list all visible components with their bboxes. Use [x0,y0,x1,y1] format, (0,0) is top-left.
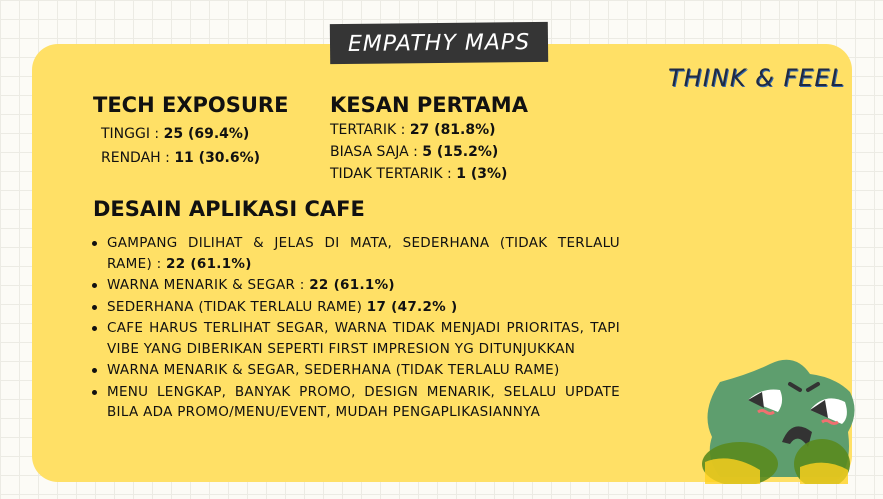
item-value: 22 (61.1%) [309,277,395,293]
grumpy-mascot-icon [702,359,855,484]
item-text: WARNA MENARIK & SEGAR : [107,277,310,293]
row-label: TINGGI : [101,126,164,142]
row-value: 25 (69.4%) [163,126,250,142]
list-item: SEDERHANA (TIDAK TERLALU RAME) 17 (47.2%… [90,297,620,318]
item-value: 22 (61.1%) [166,255,252,272]
section-label: THINK & FEEL [668,64,845,92]
item-text: WARNA MENARIK & SEGAR, SEDERHANA (TIDAK … [107,362,560,378]
row-label: RENDAH : [101,150,175,166]
item-text: MENU LENGKAP, BANYAK PROMO, DESIGN MENAR… [107,383,620,421]
desain-list: GAMPANG DILIHAT & JELAS DI MATA, SEDERHA… [90,233,620,424]
item-text: CAFE HARUS TERLIHAT SEGAR, WARNA TIDAK M… [107,320,620,357]
tech-row: RENDAH : 11 (30.6%) [101,150,260,166]
row-value: 27 (81.8%) [409,122,496,138]
row-value: 5 (15.2%) [422,144,499,160]
item-text: GAMPANG DILIHAT & JELAS DI MATA, SEDERHA… [107,235,620,272]
list-item: MENU LENGKAP, BANYAK PROMO, DESIGN MENAR… [90,382,620,423]
row-label: TIDAK TERTARIK : [330,166,457,182]
item-text: SEDERHANA (TIDAK TERLALU RAME) [107,298,367,315]
tech-heading: TECH EXPOSURE [93,93,289,117]
row-label: TERTARIK : [330,122,410,138]
kesan-row: TERTARIK : 27 (81.8%) [330,122,496,138]
list-item: GAMPANG DILIHAT & JELAS DI MATA, SEDERHA… [90,233,620,274]
list-item: WARNA MENARIK & SEGAR : 22 (61.1%) [90,275,620,296]
list-item: WARNA MENARIK & SEGAR, SEDERHANA (TIDAK … [90,360,620,381]
row-value: 1 (3%) [456,166,508,182]
page-title: EMPATHY MAPS [329,21,549,65]
tech-row: TINGGI : 25 (69.4%) [101,126,249,142]
kesan-row: BIASA SAJA : 5 (15.2%) [330,144,498,160]
list-item: CAFE HARUS TERLIHAT SEGAR, WARNA TIDAK M… [90,318,620,359]
row-value: 11 (30.6%) [174,150,261,166]
desain-heading: DESAIN APLIKASI CAFE [93,197,365,221]
row-label: BIASA SAJA : [330,144,423,160]
kesan-row: TIDAK TERTARIK : 1 (3%) [330,166,507,182]
kesan-heading: KESAN PERTAMA [330,93,528,117]
item-value: 17 (47.2% ) [366,298,458,315]
